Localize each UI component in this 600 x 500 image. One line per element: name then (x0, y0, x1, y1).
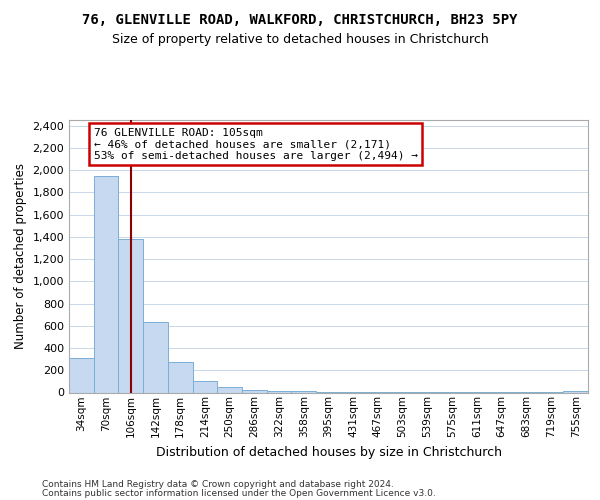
Y-axis label: Number of detached properties: Number of detached properties (14, 163, 27, 349)
Bar (94, 176, 118, 392)
Bar (217, 387, 242, 392)
Bar (69, 358, 94, 392)
Text: Size of property relative to detached houses in Christchurch: Size of property relative to detached ho… (112, 32, 488, 46)
Text: Contains public sector information licensed under the Open Government Licence v3: Contains public sector information licen… (42, 488, 436, 498)
Text: Contains HM Land Registry data © Crown copyright and database right 2024.: Contains HM Land Registry data © Crown c… (42, 480, 394, 489)
X-axis label: Distribution of detached houses by size in Christchurch: Distribution of detached houses by size … (155, 446, 502, 458)
Bar (118, 239, 143, 392)
Text: 76, GLENVILLE ROAD, WALKFORD, CHRISTCHURCH, BH23 5PY: 76, GLENVILLE ROAD, WALKFORD, CHRISTCHUR… (82, 12, 518, 26)
Bar (168, 362, 193, 392)
Bar (267, 391, 292, 392)
Bar (193, 382, 217, 392)
Bar (143, 322, 168, 392)
Bar (563, 391, 588, 392)
Bar (242, 390, 267, 392)
Text: 76 GLENVILLE ROAD: 105sqm
← 46% of detached houses are smaller (2,171)
53% of se: 76 GLENVILLE ROAD: 105sqm ← 46% of detac… (94, 128, 418, 161)
